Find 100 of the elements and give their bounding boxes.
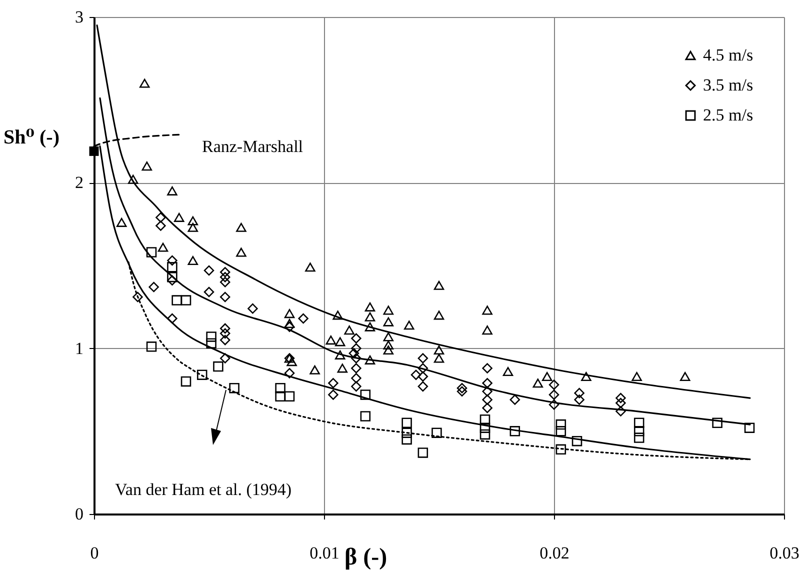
point — [236, 222, 246, 232]
point — [744, 422, 755, 433]
point — [142, 162, 152, 171]
point — [351, 333, 362, 344]
point — [532, 378, 544, 388]
point — [220, 328, 230, 339]
point — [548, 380, 560, 390]
point — [634, 426, 644, 436]
point — [616, 392, 626, 404]
point — [434, 310, 444, 320]
y-tick-label: 2 — [75, 173, 84, 192]
point — [236, 248, 246, 257]
point — [148, 282, 159, 292]
point — [167, 255, 178, 266]
point — [146, 342, 157, 352]
point — [174, 212, 184, 222]
point — [542, 372, 552, 382]
point — [220, 334, 230, 346]
point — [482, 363, 492, 374]
point — [286, 357, 297, 366]
point — [188, 256, 198, 266]
point — [556, 444, 566, 455]
point — [146, 247, 157, 258]
point — [220, 267, 230, 278]
point — [434, 280, 444, 290]
point — [351, 373, 362, 384]
point — [334, 350, 346, 360]
point — [680, 372, 690, 382]
point — [360, 390, 371, 400]
point — [180, 376, 192, 387]
point — [572, 436, 582, 446]
point — [158, 242, 168, 252]
point — [310, 365, 320, 374]
point — [482, 306, 492, 315]
point — [139, 78, 150, 88]
point — [220, 323, 230, 334]
point — [480, 414, 490, 425]
point — [360, 411, 371, 422]
point — [383, 340, 394, 350]
point — [456, 382, 468, 394]
point — [337, 364, 348, 373]
point — [418, 353, 428, 364]
x-tick-label: 0.02 — [540, 544, 570, 562]
point — [351, 343, 362, 354]
point — [156, 220, 166, 231]
point — [383, 332, 394, 342]
legend-label: 4.5 m/s — [703, 46, 754, 64]
point — [410, 370, 422, 380]
point — [284, 391, 295, 402]
point — [581, 372, 592, 382]
x-axis-title: β (-) — [344, 544, 388, 570]
point — [482, 326, 492, 335]
point — [482, 402, 492, 414]
point — [556, 419, 566, 430]
point — [328, 390, 338, 400]
point — [204, 286, 214, 298]
point — [548, 390, 560, 400]
point — [188, 222, 198, 232]
y-tick-label: 0 — [75, 504, 84, 524]
y-tick-label: 1 — [75, 338, 84, 358]
point — [167, 272, 178, 282]
point — [284, 309, 295, 318]
point — [364, 312, 376, 322]
point — [284, 368, 295, 378]
point — [334, 337, 346, 346]
point — [502, 367, 514, 376]
point — [480, 422, 490, 433]
point — [402, 428, 412, 438]
point — [229, 382, 240, 394]
point — [206, 332, 216, 342]
point — [404, 320, 414, 330]
point — [574, 394, 584, 405]
point — [180, 295, 192, 306]
point — [383, 317, 394, 326]
point — [634, 432, 644, 443]
point — [332, 310, 343, 320]
point — [172, 295, 182, 306]
point — [510, 394, 520, 405]
point — [344, 326, 354, 335]
x-tick-label: 0 — [90, 544, 99, 562]
point — [364, 302, 376, 312]
point — [167, 186, 178, 196]
point — [482, 378, 492, 388]
point — [196, 370, 208, 380]
point — [364, 322, 376, 332]
point — [556, 426, 566, 436]
point — [616, 398, 626, 408]
point — [275, 382, 286, 394]
point — [132, 292, 143, 302]
point — [204, 265, 214, 276]
point — [634, 418, 644, 428]
point — [402, 434, 412, 445]
point — [305, 262, 316, 272]
legend-label: 2.5 m/s — [703, 106, 754, 124]
point — [482, 394, 492, 405]
point — [206, 338, 216, 348]
point — [188, 216, 198, 226]
point — [712, 418, 722, 428]
point — [326, 336, 336, 345]
y-tick-label: 3 — [75, 8, 84, 26]
